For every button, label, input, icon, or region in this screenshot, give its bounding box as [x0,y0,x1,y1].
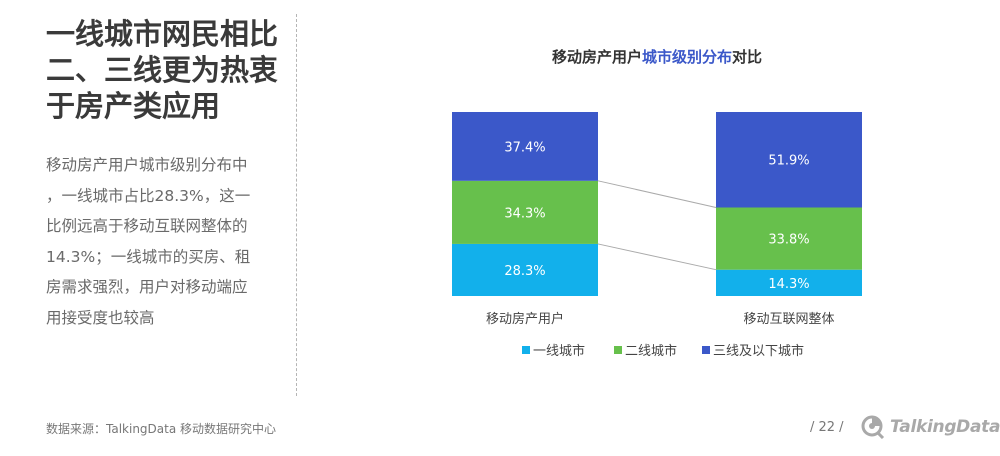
body-text: 移动房产用户城市级别分布中 ，一线城市占比28.3%，这一 比例远高于移动互联网… [46,150,278,333]
vertical-divider [296,14,297,396]
legend-swatch-2 [614,346,622,354]
headline: 一线城市网民相比 二、三线更为热衷 于房产类应用 [46,16,286,124]
legend-label-1: 一线城市 [533,343,585,359]
bar-segment-2-1 [716,269,862,296]
legend-swatch-3 [702,346,710,354]
bar-labels: 28.3% 34.3% 37.4% 14.3% 33.8% 51.9% [504,140,809,291]
bar-label-2-3: 51.9% [768,154,809,169]
legend-swatch-1 [522,346,530,354]
connector-line-2 [597,180,717,208]
chart-title-part-3: 对比 [732,48,762,66]
chart-title: 移动房产用户城市级别分布对比 [552,48,762,66]
body-line-1: 移动房产用户城市级别分布中 [46,156,248,174]
headline-line-3: 于房产类应用 [46,89,221,123]
legend-label-3: 三线及以下城市 [713,343,804,359]
headline-line-1: 一线城市网民相比 [46,17,279,51]
bar-segment-2-3 [716,112,862,208]
category-labels: 移动房产用户 移动互联网整体 [486,311,835,327]
headline-line-2: 二、三线更为热衷 [46,53,279,87]
legend: 一线城市 二线城市 三线及以下城市 [522,343,804,359]
bar-segment-1-2 [452,180,598,244]
connector-line-1 [597,243,717,271]
category-label-2: 移动互联网整体 [743,312,834,327]
bar-label-2-2: 33.8% [768,233,809,248]
source-note: 数据来源：TalkingData 移动数据研究中心 [46,422,277,436]
chart-title-part-1: 移动房产用户 [552,48,642,66]
legend-label-2: 二线城市 [625,343,677,359]
connector-lines [597,180,717,271]
body-line-4: 14.3%；一线城市的买房、租 [46,247,251,266]
talkingdata-logo-icon [861,415,885,439]
body-line-3: 比例远高于移动互联网整体的 [46,217,248,235]
chart-title-highlight: 城市级别分布 [642,48,732,66]
category-label-1: 移动房产用户 [486,311,564,327]
bars [452,112,862,296]
brand-logo: TalkingData [860,412,1000,442]
bar-label-2-1: 14.3% [768,277,809,292]
body-line-5: 房需求强烈，用户对移动端应 [46,278,248,296]
bar-label-1-3: 37.4% [504,140,545,155]
body-line-2: ，一线城市占比28.3%，这一 [46,186,251,205]
bar-segment-1-1 [452,243,598,296]
bar-segment-1-3 [452,112,598,181]
bar-label-1-1: 28.3% [504,264,545,279]
page-number: / 22 / [810,420,844,435]
body-line-6: 用接受度也较高 [46,308,155,327]
brand-name: TalkingData [890,417,1000,437]
bar-segment-2-2 [716,207,862,270]
bar-label-1-2: 34.3% [504,206,545,221]
